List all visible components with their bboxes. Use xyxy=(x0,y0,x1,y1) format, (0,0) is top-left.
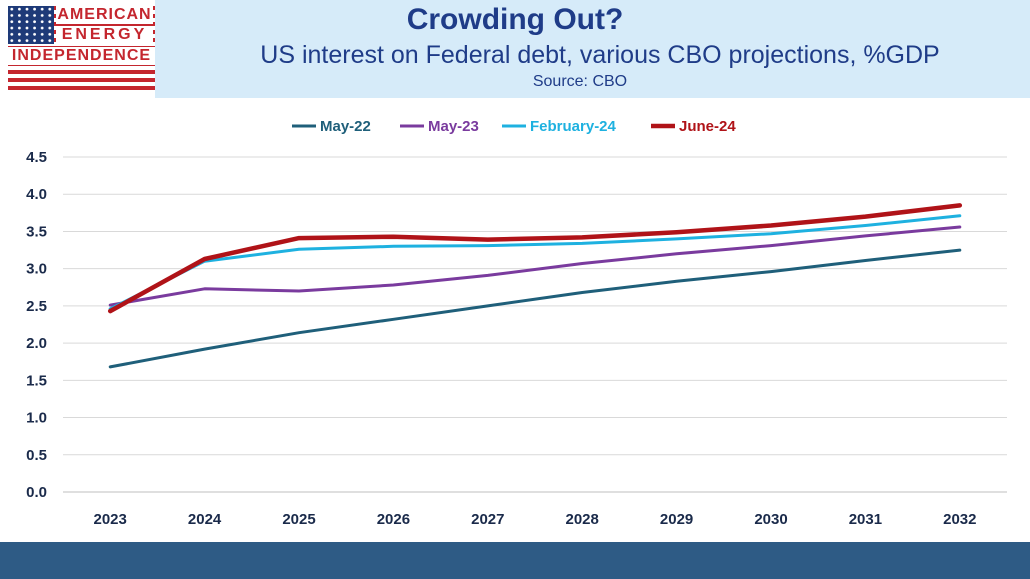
x-tick-label: 2031 xyxy=(849,511,882,528)
brand-logo: AMERICAN ENERGY INDEPENDENCE xyxy=(0,0,155,98)
x-tick-label: 2023 xyxy=(94,511,127,528)
y-tick-label: 1.5 xyxy=(26,372,47,389)
x-tick-label: 2025 xyxy=(282,511,315,528)
legend-label: May-23 xyxy=(428,118,479,135)
flag-stars xyxy=(8,6,54,44)
legend-label: February-24 xyxy=(530,118,617,135)
logo-line-3: INDEPENDENCE xyxy=(8,47,155,65)
y-tick-label: 4.0 xyxy=(26,186,47,203)
logo-line-2: ENERGY xyxy=(56,26,153,44)
series-line xyxy=(108,248,962,369)
x-tick-label: 2030 xyxy=(754,511,787,528)
chart-title: Crowding Out? xyxy=(406,3,624,36)
legend-label: June-24 xyxy=(679,118,736,135)
x-tick-label: 2028 xyxy=(566,511,599,528)
x-tick-label: 2029 xyxy=(660,511,693,528)
y-tick-label: 3.5 xyxy=(26,223,47,240)
y-tick-label: 2.5 xyxy=(26,298,47,315)
x-tick-label: 2026 xyxy=(377,511,410,528)
y-tick-label: 2.0 xyxy=(26,335,47,352)
x-tick-label: 2024 xyxy=(188,511,222,528)
chart-source: Source: CBO xyxy=(532,73,628,90)
series-line xyxy=(108,225,962,307)
y-tick-label: 4.5 xyxy=(26,149,47,166)
series-line xyxy=(108,214,962,311)
legend-label: May-22 xyxy=(320,118,371,135)
footer-bar xyxy=(0,542,1030,579)
y-tick-label: 3.0 xyxy=(26,261,47,278)
chart-subtitle: US interest on Federal debt, various CBO… xyxy=(260,41,940,69)
x-tick-label: 2032 xyxy=(943,511,976,528)
header-banner xyxy=(155,0,1030,98)
x-tick-label: 2027 xyxy=(471,511,504,528)
y-tick-label: 0.5 xyxy=(26,447,47,464)
y-tick-label: 0.0 xyxy=(26,484,47,501)
logo-line-1: AMERICAN xyxy=(56,6,153,24)
y-tick-label: 1.0 xyxy=(26,410,47,427)
series-line xyxy=(107,203,963,314)
